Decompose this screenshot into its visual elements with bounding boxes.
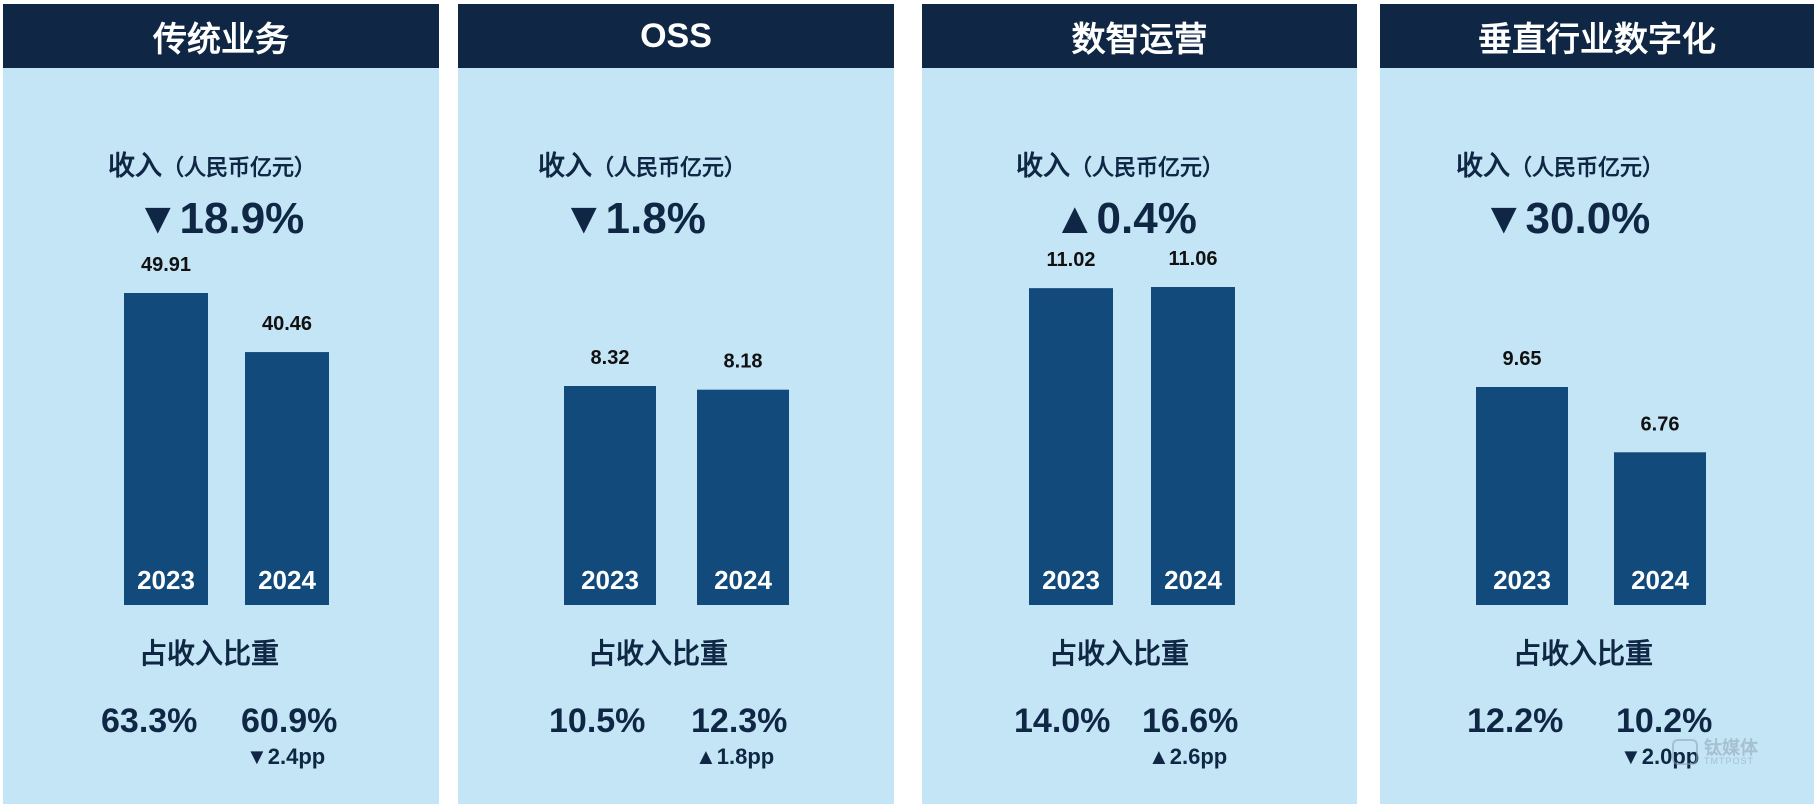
share-value-2023: 14.0% (1014, 702, 1111, 740)
share-value-2024: 12.3% (691, 702, 788, 740)
revenue-label-main: 收入 (108, 151, 162, 181)
panel-traditional-business: 传统业务 收入（人民币亿元） ▼18.9% 49.91 2023 40.46 2024… (3, 4, 439, 804)
bar-2023 (124, 293, 208, 605)
revenue-label-unit: （人民币亿元） (592, 155, 747, 180)
panel-title: 传统业务 (3, 4, 439, 68)
revenue-label-main: 收入 (1016, 151, 1070, 181)
value-label-2023: 49.91 (141, 254, 191, 276)
revenue-label: 收入（人民币亿元） (1016, 144, 1451, 183)
share-label: 占收入比重 (588, 638, 729, 669)
bar-chart-vertical-digitalization: 9.65 2023 6.76 2024 (1476, 348, 1706, 605)
revenue-label-main: 收入 (1456, 151, 1510, 181)
share-change: ▲1.8pp (695, 744, 775, 769)
revenue-label-unit: （人民币亿元） (162, 155, 317, 180)
share-change: ▲2.6pp (1148, 744, 1228, 769)
year-label-2024: 2024 (1631, 565, 1689, 595)
value-label-2024: 6.76 (1641, 413, 1680, 435)
watermark-text: 钛媒体 TMTPOST (1704, 739, 1758, 766)
share-label: 占收入比重 (1513, 638, 1654, 669)
revenue-label: 收入（人民币亿元） (108, 144, 544, 183)
year-label-2024: 2024 (1164, 565, 1222, 595)
panel-vertical-digitalization: 垂直行业数字化 收入（人民币亿元） ▼30.0% 9.65 2023 6.76 202… (1380, 4, 1814, 804)
revenue-label-main: 收入 (538, 151, 592, 181)
value-label-2024: 11.06 (1169, 248, 1218, 270)
share-value-2024: 60.9% (241, 702, 338, 740)
share-value-2024: 16.6% (1142, 702, 1239, 740)
revenue-label-unit: （人民币亿元） (1070, 155, 1225, 180)
year-label-2023: 2023 (1493, 565, 1551, 595)
bar-chart-traditional-business: 49.91 2023 40.46 2024 (124, 254, 329, 605)
year-label-2023: 2023 (581, 565, 639, 595)
panel-title: 数智运营 (922, 4, 1357, 68)
panel-digital-operations: 数智运营 收入（人民币亿元） ▲0.4% 11.02 2023 11.06 2024 … (922, 4, 1357, 804)
panel-oss: OSS 收入（人民币亿元） ▼1.8% 8.32 2023 8.18 2024 占收入… (458, 4, 894, 804)
share-value-2024: 10.2% (1616, 702, 1713, 740)
year-label-2024: 2024 (258, 565, 316, 595)
share-label: 占收入比重 (1049, 638, 1190, 669)
share-value-2023: 12.2% (1467, 702, 1564, 740)
value-label-2023: 11.02 (1047, 249, 1096, 271)
bar-2023 (1029, 288, 1113, 605)
watermark-en: TMTPOST (1704, 755, 1754, 766)
revenue-change: ▼18.9% (136, 194, 305, 243)
revenue-label: 收入（人民币亿元） (1456, 144, 1814, 183)
bar-chart-digital-operations: 11.02 2023 11.06 2024 (1029, 248, 1235, 605)
share-value-2023: 10.5% (549, 702, 646, 740)
watermark-cn: 钛媒体 (1704, 737, 1758, 758)
bar-2023 (1476, 387, 1568, 605)
year-label-2024: 2024 (714, 565, 772, 595)
bar-2024 (245, 352, 329, 605)
bar-2024 (1614, 452, 1706, 605)
watermark-logo: 钛媒体 TMTPOST (1672, 735, 1812, 769)
share-value-2023: 63.3% (101, 702, 198, 740)
value-label-2023: 9.65 (1503, 348, 1542, 370)
tmtpost-logo-icon (1672, 739, 1698, 765)
bar-2023 (564, 386, 656, 605)
value-label-2024: 40.46 (262, 313, 312, 335)
revenue-change: ▲0.4% (1053, 194, 1197, 243)
bar-2024 (1151, 287, 1235, 605)
panel-title: OSS (458, 4, 894, 68)
year-label-2023: 2023 (1042, 565, 1100, 595)
share-change: ▼2.4pp (246, 744, 326, 769)
revenue-label: 收入（人民币亿元） (538, 144, 974, 183)
year-label-2023: 2023 (137, 565, 195, 595)
bar-chart-oss: 8.32 2023 8.18 2024 (564, 347, 789, 605)
bar-2024 (697, 389, 789, 605)
share-label: 占收入比重 (139, 638, 280, 669)
revenue-label-unit: （人民币亿元） (1510, 155, 1665, 180)
revenue-change: ▼30.0% (1482, 194, 1651, 243)
value-label-2023: 8.32 (591, 347, 630, 369)
panel-title: 垂直行业数字化 (1380, 4, 1814, 68)
value-label-2024: 8.18 (724, 351, 763, 373)
revenue-change: ▼1.8% (562, 194, 706, 243)
